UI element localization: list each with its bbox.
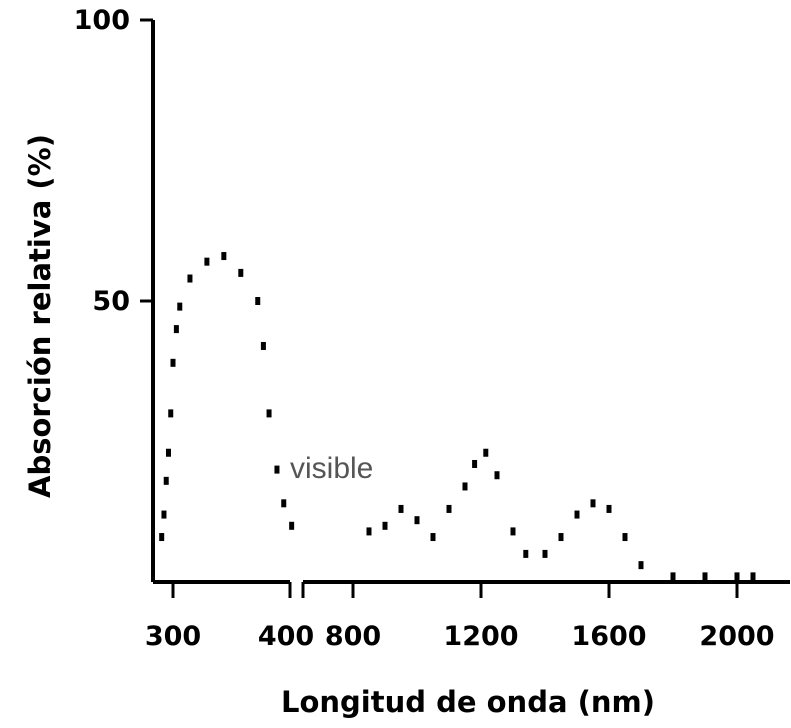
x-axis-label: Longitud de onda (nm) [281,685,655,719]
data-point [170,358,176,367]
data-point [462,482,468,491]
data-point [168,409,174,418]
x-tick-label-300: 300 [145,621,201,652]
x-tick-label-1200: 1200 [443,621,518,652]
y-tick-label-50: 50 [92,286,130,317]
data-point [574,510,580,519]
data-point [398,504,404,513]
data-point [622,533,628,542]
data-point [281,499,287,508]
data-point [446,504,452,513]
data-point [590,499,596,508]
data-point [510,527,516,536]
data-point [606,504,612,513]
data-point [670,572,676,581]
data-point [750,572,756,581]
data-point [542,549,548,558]
data-point [221,252,227,261]
data-point [430,533,436,542]
data-point [163,476,169,485]
data-point [702,572,708,581]
ticks [140,18,739,598]
data-point [483,448,489,457]
data-point [366,527,372,536]
data-point [734,572,740,581]
data-point [382,521,388,530]
data-point [260,341,266,350]
visible-annotation: visible [290,452,373,485]
data-point [204,257,210,266]
data-point [289,521,295,530]
x-tick-label-1600: 1600 [571,621,646,652]
data-point [173,325,179,334]
data-point [494,471,500,480]
data-point [523,549,529,558]
data-point [266,409,272,418]
data-point [274,465,280,474]
y-tick-label-100: 100 [74,5,130,36]
data-point [414,516,420,525]
y-axis-label: Absorción relativa (%) [23,134,57,498]
tick-labels: 50 100 300 400 800 1200 1600 2000 [74,5,775,652]
x-tick-label-2000: 2000 [699,621,774,652]
x-tick-label-800: 800 [325,621,381,652]
data-point [165,448,171,457]
data-point [472,459,478,468]
data-point [161,510,167,519]
data-points [159,252,756,581]
x-tick-label-400: 400 [258,621,314,652]
data-point [238,268,244,277]
data-point [638,561,644,570]
data-point [255,297,261,305]
data-point [159,533,165,542]
data-point [187,274,193,283]
data-point [177,302,183,311]
data-point [558,533,564,542]
axes [151,20,790,598]
